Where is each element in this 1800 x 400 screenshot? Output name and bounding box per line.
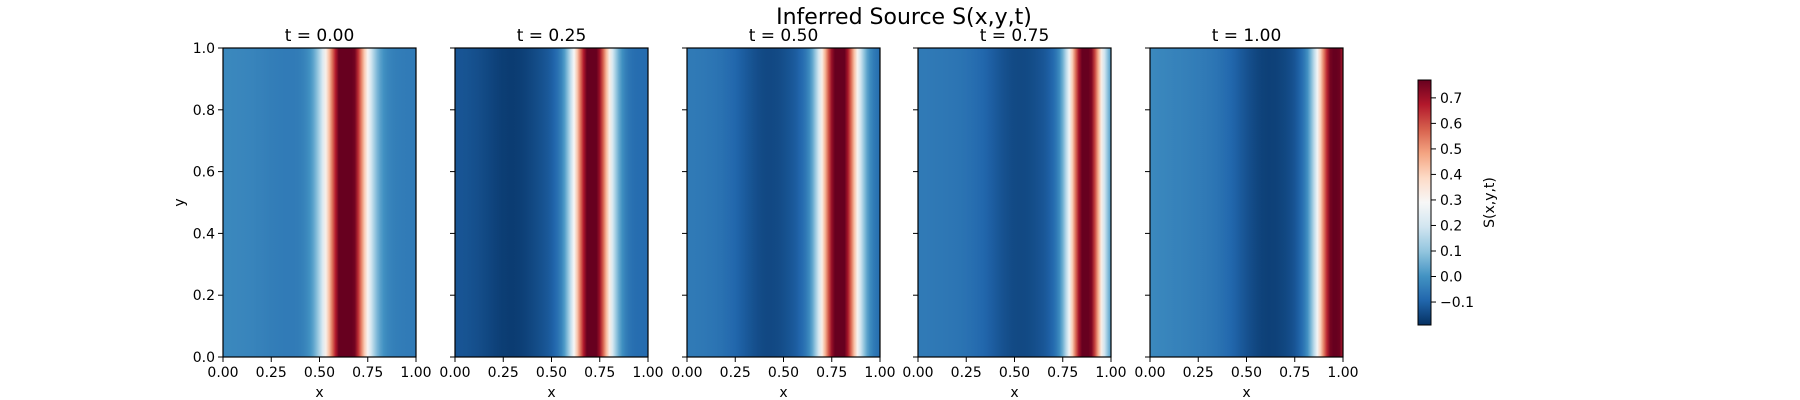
heatmap-field — [1150, 48, 1343, 357]
x-tick-label: 0.25 — [1183, 365, 1214, 381]
x-tick-label: 0.25 — [951, 365, 982, 381]
colorbar-gradient — [1418, 80, 1431, 325]
panel-4: t = 1.00 0.00 0.25 0.50 0.75 1.00 x — [1134, 26, 1358, 400]
heatmap-field — [223, 48, 416, 357]
x-tick-label: 0.50 — [304, 365, 335, 381]
x-tick-label: 0.25 — [488, 365, 519, 381]
colorbar-tick-label: 0.3 — [1440, 193, 1462, 209]
x-tick-label: 1.00 — [632, 365, 663, 381]
y-tick-label: 0.0 — [193, 350, 215, 366]
colorbar-frame — [1417, 79, 1432, 326]
x-tick-label: 1.00 — [400, 365, 431, 381]
x-axis-label: x — [547, 385, 555, 400]
x-tick-label: 0.75 — [1279, 365, 1310, 381]
x-axis-label: x — [1242, 385, 1250, 400]
x-tick-label: 0.00 — [671, 365, 702, 381]
x-tick-label: 0.75 — [1047, 365, 1078, 381]
colorbar-tick-label: −0.1 — [1440, 295, 1474, 311]
heatmap-field — [918, 48, 1111, 357]
y-tick-label: 0.2 — [193, 288, 215, 304]
panel-2: t = 0.50 0.00 0.25 0.50 0.75 1.00 x — [671, 26, 895, 400]
panel-3: t = 0.75 0.00 0.25 0.50 0.75 1.00 x — [902, 26, 1126, 400]
colorbar-tick-label: 0.1 — [1440, 244, 1462, 260]
x-tick-label: 0.75 — [352, 365, 383, 381]
y-tick-label: 0.4 — [193, 226, 215, 242]
x-tick-label: 0.50 — [999, 365, 1030, 381]
colorbar-tick-label: 0.5 — [1440, 142, 1462, 158]
panel-title: t = 0.50 — [749, 26, 819, 46]
panel-title: t = 0.75 — [980, 26, 1050, 46]
x-tick-label: 0.75 — [584, 365, 615, 381]
panel-title: t = 1.00 — [1212, 26, 1282, 46]
colorbar-tick-label: 0.4 — [1440, 167, 1462, 183]
x-axis-label: x — [315, 385, 323, 400]
panels: t = 0.00 0.00 0.25 0.50 0.75 1.00 x 0.0 0.2 0.4 0.… — [172, 26, 1359, 400]
colorbar-tick-label: 0.0 — [1440, 270, 1462, 286]
x-tick-label: 0.25 — [256, 365, 287, 381]
figure-title: Inferred Source S(x,y,t) — [776, 5, 1032, 30]
heatmap-field — [455, 48, 648, 357]
x-axis-label: x — [779, 385, 787, 400]
colorbar-tick-label: 0.2 — [1440, 218, 1462, 234]
panel-1: t = 0.25 0.00 0.25 0.50 0.75 1.00 x — [439, 26, 663, 400]
colorbar-label: S(x,y,t) — [1482, 177, 1498, 228]
y-axis-label: y — [172, 198, 188, 206]
x-tick-label: 1.00 — [864, 365, 895, 381]
x-tick-label: 0.00 — [439, 365, 470, 381]
x-tick-label: 0.25 — [720, 365, 751, 381]
panel-title: t = 0.25 — [517, 26, 587, 46]
panel-title: t = 0.00 — [285, 26, 355, 46]
x-tick-label: 0.50 — [768, 365, 799, 381]
colorbar: −0.1 0.0 0.1 0.2 0.3 0.4 0.5 0.6 0.7 S(x,y,t) — [1417, 79, 1498, 326]
x-axis-label: x — [1010, 385, 1018, 400]
x-tick-label: 1.00 — [1327, 365, 1358, 381]
y-tick-label: 0.6 — [193, 165, 215, 181]
x-tick-label: 0.75 — [816, 365, 847, 381]
x-tick-label: 1.00 — [1095, 365, 1126, 381]
colorbar-tick-label: 0.6 — [1440, 116, 1462, 132]
colorbar-tick-label: 0.7 — [1440, 91, 1462, 107]
x-tick-label: 0.00 — [207, 365, 238, 381]
y-tick-label: 1.0 — [193, 41, 215, 57]
x-tick-label: 0.50 — [1231, 365, 1262, 381]
heatmap-field — [687, 48, 880, 357]
x-tick-label: 0.00 — [902, 365, 933, 381]
x-tick-label: 0.00 — [1134, 365, 1165, 381]
x-tick-label: 0.50 — [536, 365, 567, 381]
panel-0: t = 0.00 0.00 0.25 0.50 0.75 1.00 x 0.0 0.2 0.4 0.… — [172, 26, 432, 400]
y-tick-label: 0.8 — [193, 103, 215, 119]
